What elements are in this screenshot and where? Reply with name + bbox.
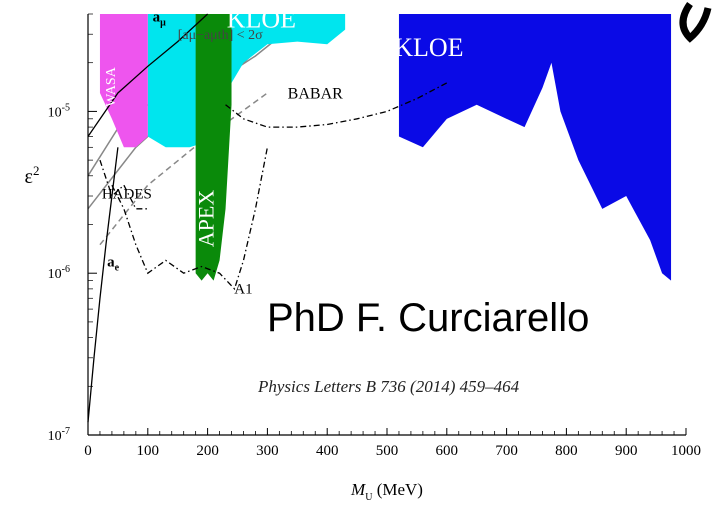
wasa-region-label: WASA [104, 66, 119, 107]
x-tick-label: 500 [376, 443, 399, 459]
x-tick-label: 100 [137, 443, 160, 459]
x-tick-label: 200 [196, 443, 219, 459]
amu-curve-label: aμ [153, 9, 167, 28]
kloe-upper-region-label: KLOE [227, 5, 296, 34]
reference-label: Physics Letters B 736 (2014) 459–464 [258, 377, 520, 396]
y-tick-label: 10-5 [48, 102, 70, 120]
a-mu-curve [87, 13, 209, 137]
x-tick-label: 300 [256, 443, 279, 459]
babar-curve-label: BABAR [288, 86, 343, 103]
amu-constraint-annotation: [aμ−aμth] < 2σ [178, 28, 263, 43]
x-tick-label: 800 [555, 443, 578, 459]
kloe-region [398, 14, 672, 281]
hades-curve [99, 159, 148, 210]
x-tick-label: 700 [495, 443, 518, 459]
corner-glyph-fragment [679, 1, 712, 43]
x-axis-label: MU (MeV) [350, 480, 423, 503]
x-tick-label: 600 [436, 443, 459, 459]
y-tick-label: 10-7 [48, 426, 70, 444]
wasa-region [99, 14, 148, 148]
hades-curve-label: HADES [102, 186, 152, 202]
x-tick-label: 0 [84, 443, 92, 459]
y-tick-label: 10-6 [48, 264, 70, 282]
author-label: PhD F. Curciarello [267, 296, 590, 340]
x-tick-label: 900 [615, 443, 638, 459]
apex-region-label: APEX [194, 190, 219, 248]
ae-curve-label: ae [107, 255, 120, 274]
y-axis-label: ε2 [25, 163, 40, 188]
a-e-curve [87, 147, 119, 423]
apex-region [195, 14, 232, 281]
a1-curve [111, 147, 269, 291]
x-tick-label: 1000 [671, 443, 701, 459]
a1-curve-label: A1 [234, 281, 252, 297]
babar-curve [225, 82, 448, 128]
x-tick-label: 400 [316, 443, 339, 459]
kloe-region-label: KLOE [394, 33, 463, 62]
